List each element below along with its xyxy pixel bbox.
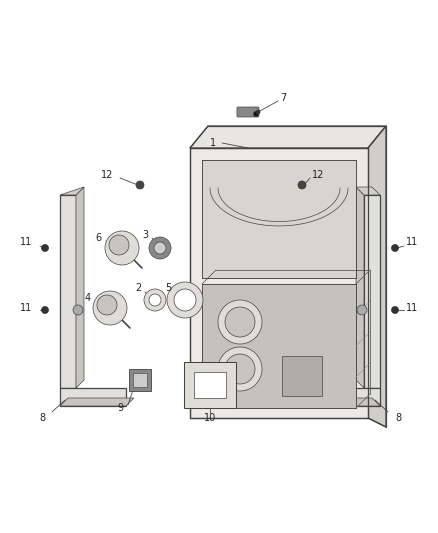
Polygon shape — [202, 284, 356, 408]
Circle shape — [149, 294, 161, 306]
FancyBboxPatch shape — [194, 372, 226, 398]
Text: 8: 8 — [39, 413, 45, 423]
Polygon shape — [60, 195, 76, 388]
Polygon shape — [368, 126, 386, 427]
Text: 10: 10 — [204, 413, 216, 423]
Text: 9: 9 — [117, 403, 123, 413]
Circle shape — [109, 235, 129, 255]
Text: 12: 12 — [101, 170, 113, 180]
Circle shape — [392, 306, 399, 313]
Text: 7: 7 — [280, 93, 286, 103]
Polygon shape — [306, 398, 380, 406]
Polygon shape — [202, 160, 356, 278]
Polygon shape — [190, 126, 386, 148]
FancyBboxPatch shape — [133, 373, 147, 387]
Circle shape — [174, 289, 196, 311]
Circle shape — [137, 377, 143, 383]
Polygon shape — [364, 195, 380, 388]
Circle shape — [225, 354, 255, 384]
Circle shape — [158, 246, 162, 251]
Circle shape — [42, 245, 49, 252]
Circle shape — [73, 305, 83, 315]
Circle shape — [218, 347, 262, 391]
Text: 12: 12 — [312, 170, 324, 180]
Polygon shape — [282, 356, 322, 396]
Circle shape — [144, 289, 166, 311]
Text: 2: 2 — [135, 283, 141, 293]
Circle shape — [97, 295, 117, 315]
Text: 3: 3 — [142, 230, 148, 240]
Polygon shape — [314, 388, 380, 406]
Text: 1: 1 — [210, 138, 216, 148]
Circle shape — [357, 305, 367, 315]
Text: 4: 4 — [85, 293, 91, 303]
Polygon shape — [356, 187, 380, 195]
Circle shape — [154, 242, 166, 254]
Text: 11: 11 — [20, 303, 32, 313]
Circle shape — [298, 181, 306, 189]
Polygon shape — [76, 187, 84, 388]
Circle shape — [93, 291, 127, 325]
Circle shape — [105, 231, 139, 265]
Polygon shape — [60, 398, 134, 406]
FancyBboxPatch shape — [129, 369, 151, 391]
Polygon shape — [356, 187, 364, 388]
Circle shape — [167, 282, 203, 318]
Circle shape — [136, 181, 144, 189]
Circle shape — [42, 306, 49, 313]
Text: 11: 11 — [406, 303, 418, 313]
Polygon shape — [60, 388, 126, 406]
Circle shape — [256, 110, 260, 114]
Polygon shape — [190, 148, 368, 418]
Polygon shape — [60, 187, 84, 195]
FancyBboxPatch shape — [184, 362, 236, 408]
Circle shape — [149, 237, 171, 259]
Text: 6: 6 — [95, 233, 101, 243]
Circle shape — [218, 300, 262, 344]
Text: 5: 5 — [165, 283, 171, 293]
Circle shape — [225, 307, 255, 337]
Text: 8: 8 — [395, 413, 401, 423]
Circle shape — [254, 111, 258, 117]
Text: 11: 11 — [20, 237, 32, 247]
FancyBboxPatch shape — [237, 107, 259, 117]
Circle shape — [392, 245, 399, 252]
Text: 11: 11 — [406, 237, 418, 247]
